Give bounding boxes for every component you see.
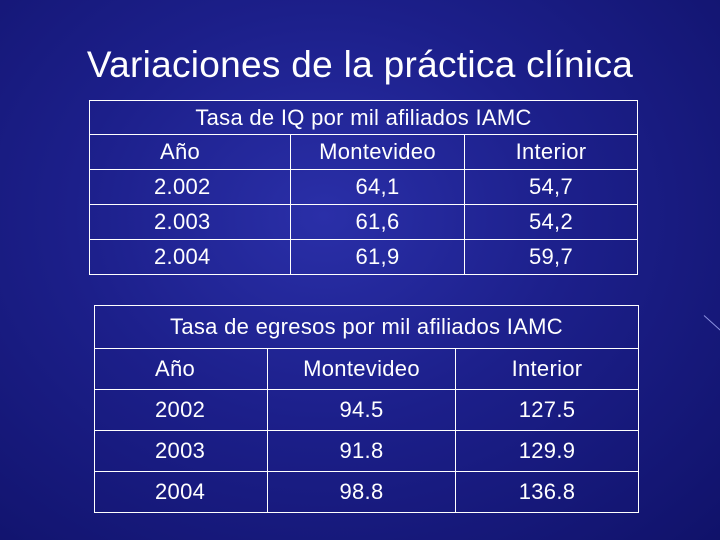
slide-title: Variaciones de la práctica clínica — [86, 44, 634, 85]
column-header-year: Año — [89, 134, 291, 170]
decorative-line — [703, 315, 720, 335]
cell-year: 2.003 — [89, 204, 291, 240]
cell-montevideo: 64,1 — [290, 169, 465, 205]
table-header-row: Año Montevideo Interior — [94, 348, 639, 390]
cell-montevideo: 91.8 — [267, 430, 456, 472]
table-row: 2003 91.8 129.9 — [94, 430, 639, 472]
cell-interior: 54,2 — [464, 204, 638, 240]
table-row: 2.002 64,1 54,7 — [89, 169, 638, 205]
cell-interior: 136.8 — [455, 471, 639, 513]
discharge-rate-table: Tasa de egresos por mil afiliados IAMC A… — [94, 305, 639, 513]
table-row: 2004 98.8 136.8 — [94, 471, 639, 513]
cell-interior: 59,7 — [464, 239, 638, 275]
table-caption-row: Tasa de IQ por mil afiliados IAMC — [89, 100, 638, 135]
column-header-montevideo: Montevideo — [290, 134, 465, 170]
cell-montevideo: 98.8 — [267, 471, 456, 513]
cell-montevideo: 61,6 — [290, 204, 465, 240]
cell-interior: 127.5 — [455, 389, 639, 431]
column-header-montevideo: Montevideo — [267, 348, 456, 390]
table-caption-row: Tasa de egresos por mil afiliados IAMC — [94, 305, 639, 349]
cell-montevideo: 61,9 — [290, 239, 465, 275]
table-row: 2002 94.5 127.5 — [94, 389, 639, 431]
table-row: 2.004 61,9 59,7 — [89, 239, 638, 275]
cell-year: 2.004 — [89, 239, 291, 275]
cell-year: 2002 — [94, 389, 268, 431]
cell-year: 2003 — [94, 430, 268, 472]
cell-interior: 54,7 — [464, 169, 638, 205]
column-header-interior: Interior — [455, 348, 639, 390]
cell-montevideo: 94.5 — [267, 389, 456, 431]
table-caption: Tasa de IQ por mil afiliados IAMC — [89, 100, 638, 135]
iq-rate-table: Tasa de IQ por mil afiliados IAMC Año Mo… — [89, 100, 638, 275]
cell-interior: 129.9 — [455, 430, 639, 472]
table-header-row: Año Montevideo Interior — [89, 134, 638, 170]
cell-year: 2004 — [94, 471, 268, 513]
cell-year: 2.002 — [89, 169, 291, 205]
column-header-year: Año — [94, 348, 268, 390]
table-caption: Tasa de egresos por mil afiliados IAMC — [94, 305, 639, 349]
column-header-interior: Interior — [464, 134, 638, 170]
table-row: 2.003 61,6 54,2 — [89, 204, 638, 240]
